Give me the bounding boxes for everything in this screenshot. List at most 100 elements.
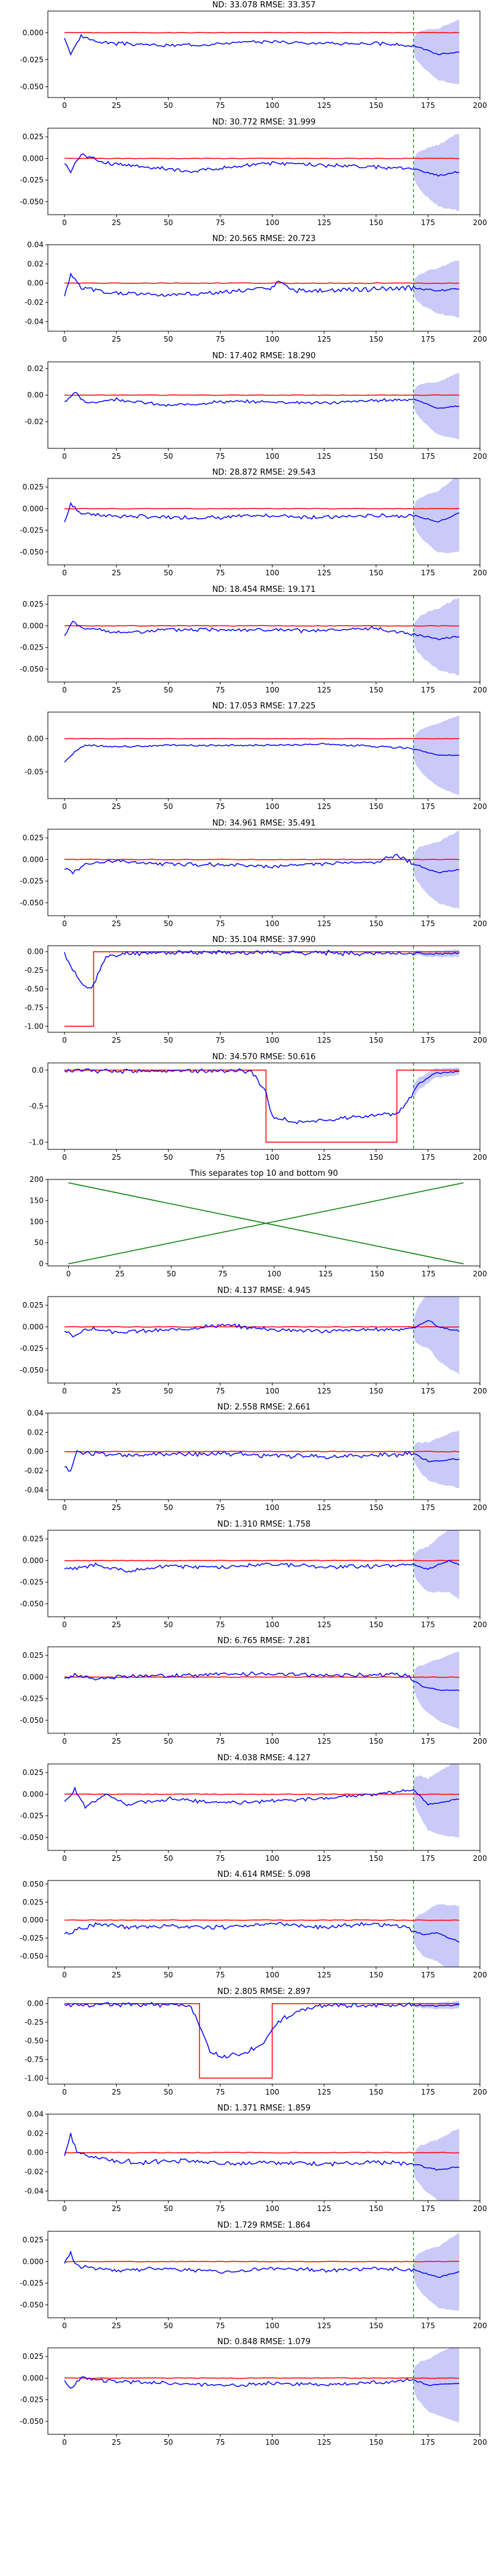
chart-title: This separates top 10 and bottom 90: [189, 1169, 338, 1178]
plot-area: [64, 245, 460, 331]
x-tick-label: 175: [421, 1620, 435, 1629]
target-line: [64, 2152, 460, 2153]
x-tick-label: 75: [215, 1737, 225, 1746]
y-tick-label: 0.000: [23, 1322, 44, 1331]
prediction-line: [64, 949, 460, 989]
prediction-line: [64, 1671, 460, 1692]
y-tick-label: 0.025: [23, 132, 44, 141]
x-tick-label: 200: [473, 919, 487, 928]
x-tick-label: 150: [369, 101, 383, 110]
x-tick-label: 100: [265, 1620, 279, 1629]
y-tick-label: -0.050: [20, 1716, 44, 1725]
x-tick-label: 150: [369, 2321, 383, 2330]
y-tick-label: -0.04: [25, 317, 44, 326]
y-tick-label: 0.050: [23, 1880, 44, 1888]
x-tick-label: 125: [317, 335, 331, 343]
y-tick-label: 0.00: [27, 279, 44, 288]
forecast-interval-band: [413, 2232, 460, 2310]
x-tick-label: 50: [164, 919, 173, 928]
y-tick-label: -0.50: [25, 985, 44, 994]
x-tick-label: 50: [164, 1854, 173, 1863]
x-tick-label: 25: [112, 1854, 121, 1863]
chart-title: ND: 17.402 RMSE: 18.290: [212, 351, 316, 361]
target-line: [64, 1069, 460, 1143]
y-tick-label: 0.04: [27, 2110, 44, 2118]
chart-title: ND: 2.558 RMSE: 2.661: [217, 1403, 311, 1412]
x-tick-label: 200: [473, 101, 487, 110]
chart-title: ND: 1.729 RMSE: 1.864: [217, 2221, 311, 2230]
y-tick-label: -0.025: [20, 876, 44, 885]
chart-panel-1: ND: 33.078 RMSE: 33.357 0.000 -0.025 -0.050…: [20, 1, 487, 110]
x-tick-label: 150: [369, 218, 383, 227]
x-tick-label: 0: [62, 569, 67, 577]
x-tick-label: 200: [473, 2204, 487, 2213]
y-tick-label: -0.04: [25, 1485, 44, 1494]
y-tick-label: 0.00: [27, 2149, 44, 2157]
forecast-interval-band: [413, 132, 460, 211]
x-tick-label: 150: [369, 1854, 383, 1863]
plot-area: [64, 2231, 460, 2318]
prediction-line: [64, 1068, 460, 1124]
x-tick-label: 100: [265, 2321, 279, 2330]
x-tick-label: 0: [62, 2321, 67, 2330]
y-tick-label: -0.050: [20, 82, 44, 91]
x-tick-label: 175: [421, 335, 435, 343]
y-tick-label: -0.050: [20, 197, 44, 205]
y-tick-label: -0.050: [20, 2417, 44, 2426]
x-tick-label: 125: [317, 452, 331, 461]
x-tick-label: 0: [62, 802, 67, 811]
x-tick-label: 25: [112, 2438, 121, 2447]
x-tick-label: 50: [164, 2088, 173, 2096]
plot-frame: [47, 1179, 481, 1267]
forecast-interval-band: [413, 2128, 460, 2201]
x-tick-label: 75: [215, 802, 225, 811]
x-tick-label: 75: [215, 919, 225, 928]
y-tick-label: -0.050: [20, 664, 44, 673]
y-tick-label: 0.000: [23, 504, 44, 513]
x-tick-label: 125: [317, 1503, 331, 1512]
prediction-line: [64, 2250, 460, 2278]
x-tick-label: 75: [215, 101, 225, 110]
plot-area: [68, 1182, 464, 1265]
plot-frame: [47, 1763, 481, 1850]
plot-area: [64, 2114, 460, 2201]
x-tick-label: 200: [473, 1036, 487, 1045]
x-tick-label: 200: [473, 2438, 487, 2447]
target-line: [64, 2003, 460, 2079]
y-tick-label: 0.00: [27, 734, 44, 743]
x-tick-label: 175: [421, 2321, 435, 2330]
x-tick-label: 25: [112, 1737, 121, 1746]
x-tick-label: 25: [112, 2204, 121, 2213]
x-tick-label: 125: [317, 2088, 331, 2096]
forecast-interval-band: [413, 1652, 460, 1730]
x-tick-label: 100: [265, 1854, 279, 1863]
y-tick-label: -0.025: [20, 2279, 44, 2287]
x-tick-label: 175: [421, 452, 435, 461]
x-tick-label: 0: [62, 1387, 67, 1395]
y-tick-label: -1.00: [25, 1022, 44, 1030]
x-tick-label: 50: [164, 1971, 173, 1979]
x-tick-label: 150: [369, 2088, 383, 2096]
x-tick-label: 50: [164, 2204, 173, 2213]
x-tick-label: 100: [265, 1387, 279, 1395]
plot-frame: [47, 128, 481, 215]
forecast-interval-band: [413, 2000, 460, 2009]
prediction-line: [64, 2001, 460, 2058]
x-tick-label: 100: [265, 686, 279, 694]
x-tick-label: 100: [265, 802, 279, 811]
x-tick-label: 175: [421, 2088, 435, 2096]
x-tick-label: 50: [164, 2438, 173, 2447]
prediction-line: [64, 1922, 460, 1943]
x-tick-label: 125: [317, 1971, 331, 1979]
x-tick-label: 200: [473, 1854, 487, 1863]
x-tick-label: 100: [265, 1971, 279, 1979]
x-tick-label: 0: [62, 1971, 67, 1979]
x-tick-label: 75: [215, 1971, 225, 1979]
x-tick-label: 25: [112, 1387, 121, 1395]
x-tick-label: 0: [62, 452, 67, 461]
y-tick-label: 0.04: [27, 1409, 44, 1417]
x-tick-label: 175: [421, 686, 435, 694]
target-line: [64, 2377, 460, 2379]
y-tick-label: -0.25: [25, 2018, 44, 2026]
x-tick-label: 125: [317, 569, 331, 577]
